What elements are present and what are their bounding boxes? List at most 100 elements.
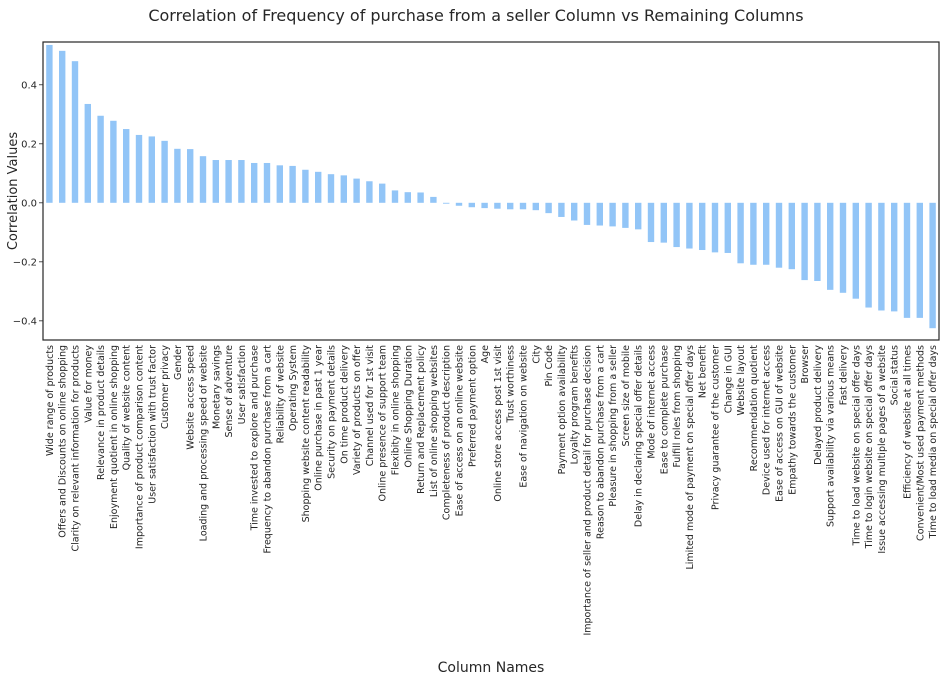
- x-tick-label: Channel used for 1st visit: [365, 345, 376, 467]
- bar: [903, 202, 911, 318]
- x-tick-label: Age: [480, 345, 491, 364]
- bar: [59, 50, 66, 203]
- bar: [609, 202, 616, 227]
- bar: [519, 202, 527, 210]
- bar: [647, 202, 655, 243]
- bar: [737, 202, 744, 264]
- bar: [123, 129, 130, 203]
- x-tick-label: User satisfaction with trust factor: [147, 345, 158, 504]
- x-tick-label: Preferred payment option: [467, 345, 478, 467]
- bar: [276, 165, 283, 203]
- x-tick-label: Fast delivery: [839, 345, 850, 406]
- x-tick-label: Support availability via various means: [826, 345, 837, 527]
- bar: [775, 202, 783, 268]
- bar: [891, 202, 898, 312]
- x-tick-label: Pleasure in shopping from a seller: [608, 345, 619, 507]
- x-tick-label: Variety of products on offer: [352, 345, 363, 475]
- bar: [711, 202, 719, 253]
- x-tick-label: Device used for internet access: [762, 345, 773, 495]
- x-tick-label: Online presence of support team: [378, 345, 389, 501]
- bar: [263, 162, 271, 203]
- bar: [174, 148, 181, 203]
- bar: [148, 136, 155, 203]
- bar: [199, 156, 207, 203]
- bar: [379, 183, 386, 203]
- x-tick-label: Return and Replacement policy: [416, 345, 427, 494]
- x-tick-label: Delay in declaring special offer details: [634, 345, 645, 527]
- bars: [46, 44, 936, 329]
- x-tick-label: Recommendation quotient: [749, 345, 760, 472]
- x-tick-label: Importance of product comparison content: [135, 345, 146, 549]
- bar: [417, 192, 424, 203]
- x-tick-label: Enjoyment quotient in online shopping: [109, 345, 120, 529]
- bar: [635, 202, 642, 230]
- x-tick-label: Loading and processing speed of website: [199, 345, 210, 541]
- x-tick-label: Sense of adventure: [224, 345, 235, 438]
- x-tick-label: Online purchase in past 1 year: [314, 345, 325, 491]
- y-tick-label: 0.0: [21, 198, 37, 209]
- bar: [84, 103, 91, 203]
- x-tick-label: Ease of navigation on website: [519, 345, 530, 488]
- x-tick-label: Convenient/Most used payment methods: [915, 345, 926, 541]
- x-tick-label: Change in GUI: [723, 345, 734, 413]
- bar: [225, 160, 232, 203]
- x-tick-label: Reason to abandon purchase from a cart: [595, 345, 606, 539]
- bar: [315, 171, 322, 203]
- x-tick-label: Customer privacy: [160, 345, 171, 429]
- x-tick-label: Time to load media on special offer days: [928, 345, 939, 539]
- bar: [455, 202, 463, 206]
- x-tick-label: Efficiency of website at all times: [903, 345, 914, 499]
- x-tick-label: Trust worthiness: [506, 345, 517, 424]
- x-tick-label: Time to login website on special offer d…: [864, 345, 875, 549]
- bar: [353, 178, 360, 203]
- x-tick-label: User satisfaction: [237, 345, 248, 424]
- bar: [916, 202, 923, 318]
- bar: [801, 202, 808, 281]
- bar: [366, 181, 373, 203]
- bar: [532, 202, 539, 211]
- x-tick-label: Website access speed: [186, 345, 197, 450]
- bar: [494, 202, 501, 209]
- x-tick-label: Relevance in product details: [96, 345, 107, 480]
- bar: [596, 202, 603, 226]
- x-tick-label: Screen size of mobile: [621, 345, 632, 447]
- bar: [929, 202, 936, 329]
- x-tick-label: Frequency to abandon purchase from a car…: [263, 345, 274, 554]
- bar: [660, 202, 667, 243]
- x-tick-label: Browser: [800, 345, 811, 384]
- bar: [238, 160, 245, 203]
- bar: [71, 61, 79, 203]
- x-tick-label: Quality of website content: [122, 345, 133, 471]
- x-tick-label: Completeness of product description: [442, 345, 453, 520]
- x-tick-label: Pin Code: [544, 345, 555, 387]
- bar: [878, 202, 885, 311]
- bar: [391, 190, 399, 203]
- bar: [212, 160, 219, 203]
- bar: [507, 202, 514, 210]
- x-tick-label: Payment option availability: [557, 345, 568, 475]
- x-tick-label: Security on payment details: [327, 345, 338, 479]
- x-tick-label: Shopping website content readability: [301, 345, 312, 523]
- x-tick-label: Monetary savings: [211, 345, 222, 429]
- plot-area-frame: [42, 41, 940, 341]
- bar: [251, 162, 258, 203]
- y-tick-label: −0.2: [13, 257, 37, 268]
- bar: [545, 202, 552, 214]
- x-tick-label: Website layout: [736, 345, 747, 416]
- bar: [161, 140, 168, 203]
- x-tick-label: Delayed product delivery: [813, 345, 824, 465]
- chart-title: Correlation of Frequency of purchase fro…: [148, 6, 803, 25]
- bar: [622, 202, 629, 228]
- bar: [686, 202, 693, 249]
- bar: [302, 169, 309, 203]
- x-tick-label: Social status: [890, 345, 901, 405]
- bar: [430, 196, 437, 203]
- x-tick-label: Ease to complete purchase: [659, 345, 670, 474]
- x-tick-label: Loyalty program benefits: [570, 345, 581, 464]
- x-tick-label: Gender: [173, 345, 184, 380]
- x-tick-label: Net benefit: [698, 345, 709, 398]
- bar: [865, 202, 872, 308]
- x-tick-label: Mode of internet access: [647, 345, 658, 459]
- x-tick-label: On time product delivery: [339, 345, 350, 464]
